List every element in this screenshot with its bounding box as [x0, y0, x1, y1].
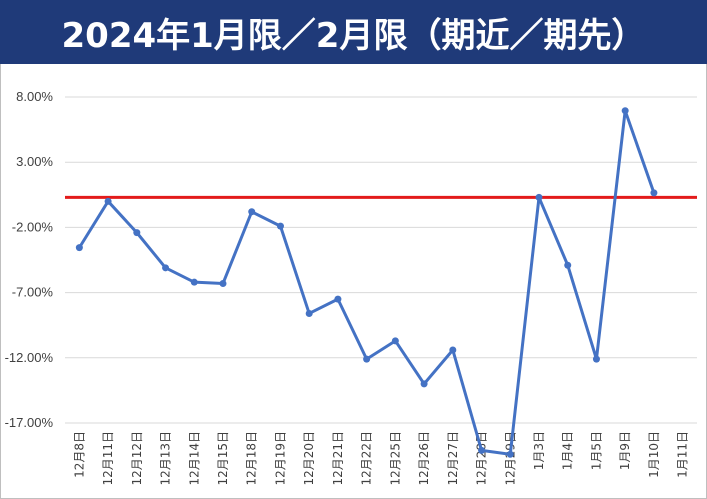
y-tick-label: 8.00%: [16, 89, 53, 104]
x-tick-label: 12月22日: [360, 431, 374, 486]
x-tick-label: 12月13日: [159, 431, 173, 486]
data-point: [219, 279, 227, 287]
x-tick-label: 12月26日: [417, 431, 431, 486]
x-tick-label: 12月21日: [331, 431, 345, 486]
x-tick-label: 1月5日: [589, 431, 603, 470]
x-tick-label: 12月14日: [187, 431, 201, 486]
data-point: [162, 264, 170, 272]
x-tick-label: 12月11日: [101, 431, 115, 486]
y-tick-label: -12.00%: [5, 350, 54, 365]
data-point: [391, 337, 399, 345]
data-point: [449, 346, 457, 354]
data-point: [276, 222, 284, 230]
data-point: [104, 197, 112, 205]
x-tick-label: 12月8日: [72, 431, 86, 478]
y-tick-label: -17.00%: [5, 415, 54, 430]
x-tick-label: 12月15日: [216, 431, 230, 486]
chart-title-bar: 2024年1月限／2月限（期近／期先）: [0, 0, 707, 64]
x-tick-label: 1月3日: [532, 431, 546, 470]
x-tick-label: 12月20日: [302, 431, 316, 486]
x-tick-label: 1月9日: [618, 431, 632, 470]
data-point: [363, 355, 371, 363]
x-axis: 12月8日 12月11日 12月12日 12月13日 12月14日 12月15日 12月18…: [65, 422, 697, 486]
data-point: [564, 261, 572, 269]
data-point: [305, 309, 313, 317]
line-chart: 8.00% 3.00% -2.00% -7.00% -12.00% -17.00% 12月…: [5, 89, 697, 486]
y-tick-label: -7.00%: [12, 285, 54, 300]
x-tick-label: 1月4日: [561, 431, 575, 470]
x-tick-label: 12月12日: [130, 431, 144, 486]
data-point: [190, 278, 198, 286]
x-tick-label: 12月27日: [446, 431, 460, 486]
x-tick-label: 12月18日: [245, 431, 259, 486]
data-point: [621, 107, 629, 115]
data-point: [75, 244, 83, 252]
data-point: [334, 295, 342, 303]
series-group: [75, 107, 658, 458]
x-tick-label: 12月29日: [503, 431, 517, 486]
data-point: [506, 450, 514, 458]
x-tick-label: 1月10日: [647, 431, 661, 478]
y-tick-label: -2.00%: [12, 219, 54, 234]
data-point: [133, 229, 141, 237]
y-tick-label: 3.00%: [16, 154, 53, 169]
y-axis: 8.00% 3.00% -2.00% -7.00% -12.00% -17.00%: [5, 89, 54, 430]
x-tick-label: 12月28日: [475, 431, 489, 486]
data-point: [420, 380, 428, 388]
chart-title: 2024年1月限／2月限（期近／期先）: [61, 15, 646, 56]
x-tick-label: 12月25日: [388, 431, 402, 486]
x-tick-label: 1月11日: [676, 431, 690, 478]
data-point: [535, 193, 543, 201]
data-point: [248, 208, 256, 216]
x-tick-label: 12月19日: [273, 431, 287, 486]
data-point: [592, 355, 600, 363]
data-point: [478, 446, 486, 454]
data-point: [650, 189, 658, 197]
